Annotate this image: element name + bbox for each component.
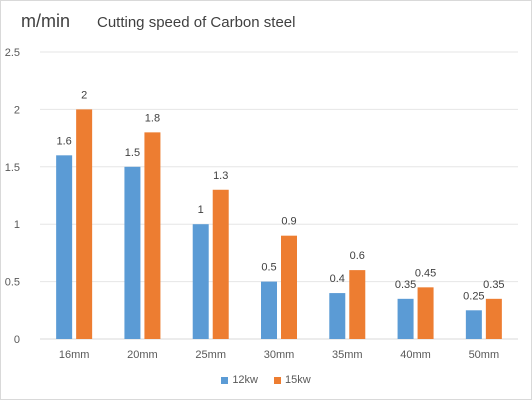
y-tick-label: 0 xyxy=(14,334,20,346)
bar-15kw-30mm xyxy=(281,235,297,339)
data-label-12kw-16mm: 1.6 xyxy=(56,135,71,147)
y-tick-label: 1 xyxy=(14,219,20,231)
bar-15kw-25mm xyxy=(212,189,229,339)
bar-12kw-25mm xyxy=(192,224,209,339)
bar-15kw-20mm xyxy=(144,132,161,339)
bar-15kw-16mm xyxy=(76,109,93,340)
bar-15kw-40mm xyxy=(417,287,434,339)
bar-15kw-50mm xyxy=(485,298,502,339)
data-label-12kw-50mm: 0.25 xyxy=(463,290,484,302)
legend-label-12kw: 12kw xyxy=(232,374,258,386)
data-label-15kw-25mm: 1.3 xyxy=(213,170,228,182)
bar-12kw-30mm xyxy=(261,281,277,339)
y-axis-unit-label: m/min xyxy=(21,11,70,31)
x-tick-label: 50mm xyxy=(469,349,500,361)
legend-item-12kw: 12kw xyxy=(221,374,258,386)
bar-12kw-50mm xyxy=(465,310,482,339)
x-tick-label: 40mm xyxy=(400,349,431,361)
x-tick-label: 20mm xyxy=(127,349,158,361)
bar-12kw-40mm xyxy=(397,298,414,339)
legend: 12kw 15kw xyxy=(0,374,532,386)
data-label-15kw-20mm: 1.8 xyxy=(145,112,160,124)
y-tick-label: 0.5 xyxy=(5,277,20,289)
legend-item-15kw: 15kw xyxy=(274,374,311,386)
bar-12kw-35mm xyxy=(329,293,346,339)
data-label-15kw-35mm: 0.6 xyxy=(350,250,365,262)
data-label-12kw-25mm: 1 xyxy=(198,204,204,216)
legend-label-15kw: 15kw xyxy=(285,374,311,386)
data-label-15kw-50mm: 0.35 xyxy=(483,279,504,291)
chart-title: Cutting speed of Carbon steel xyxy=(97,14,296,31)
data-label-15kw-16mm: 2 xyxy=(81,89,87,101)
data-label-12kw-20mm: 1.5 xyxy=(125,147,140,159)
x-tick-label: 35mm xyxy=(332,349,363,361)
data-label-12kw-35mm: 0.4 xyxy=(330,273,345,285)
y-tick-label: 1.5 xyxy=(5,162,20,174)
data-label-15kw-30mm: 0.9 xyxy=(281,216,296,228)
data-label-12kw-30mm: 0.5 xyxy=(261,262,276,274)
bar-15kw-35mm xyxy=(349,270,366,339)
bar-12kw-16mm xyxy=(56,155,73,339)
x-tick-label: 16mm xyxy=(59,349,90,361)
data-label-12kw-40mm: 0.35 xyxy=(395,279,416,291)
y-tick-label: 2.5 xyxy=(5,47,20,59)
data-label-15kw-40mm: 0.45 xyxy=(415,267,436,279)
x-tick-label: 25mm xyxy=(195,349,226,361)
legend-swatch-12kw xyxy=(221,376,229,384)
bar-12kw-20mm xyxy=(124,166,141,339)
y-tick-label: 2 xyxy=(14,104,20,116)
legend-swatch-15kw xyxy=(274,376,281,384)
x-tick-label: 30mm xyxy=(264,349,295,361)
